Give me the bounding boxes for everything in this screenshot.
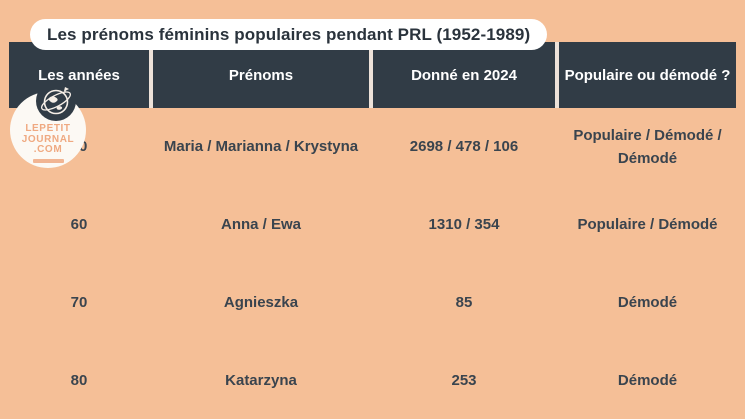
cell-names: Maria / Marianna / Krystyna — [163, 138, 359, 156]
cell-names: Anna / Ewa — [220, 216, 302, 233]
logo-line-1: LEPETIT — [25, 123, 71, 134]
cell-given: 253 — [451, 371, 477, 389]
table-row: 50 Maria / Marianna / Krystyna 2698 / 47… — [9, 108, 736, 186]
lepetitjournal-logo: LEPETIT JOURNAL .COM — [10, 80, 90, 170]
table-row: 70 Agnieszka 85 Démodé — [9, 264, 736, 342]
table-row: 60 Anna / Ewa 1310 / 354 Populaire / Dém… — [9, 186, 736, 264]
cell-years: 70 — [70, 293, 88, 311]
column-header-given: Donné en 2024 — [373, 42, 555, 108]
logo-line-3: .COM — [33, 144, 63, 155]
cell-years: 60 — [70, 216, 88, 233]
cell-status: Démodé — [617, 371, 678, 389]
table-body: 50 Maria / Marianna / Krystyna 2698 / 47… — [9, 108, 736, 419]
column-header-names: Prénoms — [153, 42, 369, 108]
cell-given: 2698 / 478 / 106 — [409, 138, 519, 156]
cell-status: Démodé — [617, 293, 678, 311]
cell-status: Populaire / Démodé / Démodé — [573, 126, 722, 167]
cell-names: Katarzyna — [225, 371, 297, 389]
cell-names: Agnieszka — [223, 293, 299, 311]
logo-wordmark: LEPETIT JOURNAL .COM — [10, 123, 86, 156]
page-title: Les prénoms féminins populaires pendant … — [30, 19, 548, 50]
globe-icon — [35, 80, 77, 122]
cell-given: 1310 / 354 — [428, 216, 500, 233]
cell-given: 85 — [455, 293, 473, 311]
cell-status: Populaire / Démodé — [577, 216, 718, 233]
table-header: Les années Prénoms Donné en 2024 Populai… — [9, 42, 736, 108]
column-header-status: Populaire ou démodé ? — [559, 42, 736, 108]
page-title-text: Les prénoms féminins populaires pendant … — [47, 24, 531, 44]
table-row: 80 Katarzyna 253 Démodé — [9, 341, 736, 419]
logo-tagline-bar — [33, 159, 64, 163]
cell-years: 80 — [70, 371, 88, 389]
logo-line-2: JOURNAL — [21, 133, 75, 145]
